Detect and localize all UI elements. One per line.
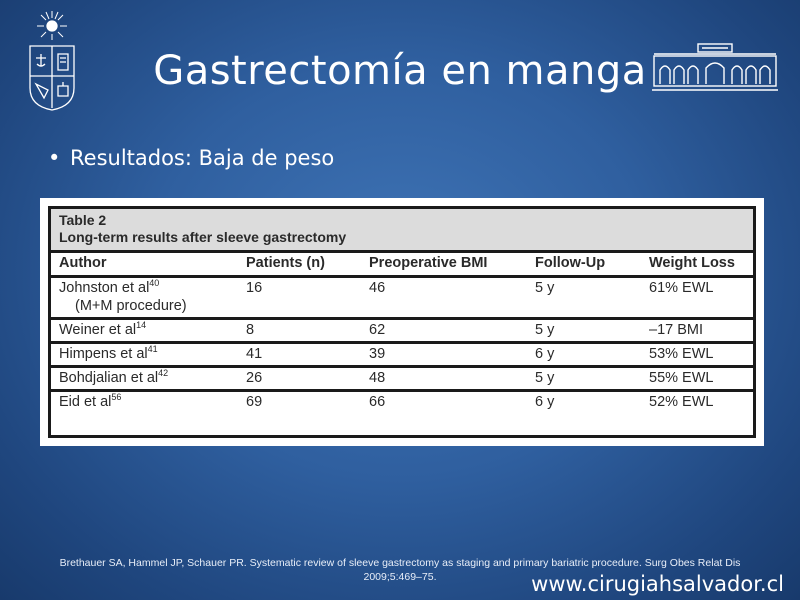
cell-bmi: 66	[369, 394, 386, 410]
cell-patients: 69	[246, 394, 263, 410]
table-row: Johnston et al40 (M+M procedure) 16 46 5…	[51, 278, 753, 320]
slide-title: Gastrectomía en manga	[153, 48, 647, 94]
table-row: Eid et al56 69 66 6 y 52% EWL	[51, 392, 753, 413]
cell-bmi: 48	[369, 370, 386, 386]
table-header-row: Author Patients (n) Preoperative BMI Fol…	[51, 253, 753, 278]
website-url: www.cirugiahsalvador.cl	[531, 572, 784, 596]
cell-patients: 16	[246, 280, 263, 296]
cell-followup: 6 y	[535, 346, 555, 362]
citation: Brethauer SA, Hammel JP, Schauer PR. Sys…	[20, 556, 780, 584]
cell-weight-loss: 55% EWL	[649, 370, 714, 386]
table-row: Himpens et al41 41 39 6 y 53% EWL	[51, 344, 753, 368]
cell-followup: 5 y	[535, 322, 555, 338]
cell-patients: 26	[246, 370, 263, 386]
table-row: Weiner et al14 8 62 5 y –17 BMI	[51, 320, 753, 344]
cell-author: Johnston et al40	[59, 278, 160, 296]
cell-bmi: 46	[369, 280, 386, 296]
cell-weight-loss: 52% EWL	[649, 394, 714, 410]
cell-author: Weiner et al14	[59, 320, 147, 338]
table-caption: Long-term results after sleeve gastrecto…	[59, 229, 347, 245]
citation-line-2: 2009;5:469–75.	[363, 571, 437, 583]
cell-author-note: (M+M procedure)	[75, 298, 187, 314]
cell-weight-loss: –17 BMI	[649, 322, 703, 338]
citation-line-1: Brethauer SA, Hammel JP, Schauer PR. Sys…	[59, 557, 741, 569]
cell-author: Bohdjalian et al42	[59, 368, 169, 386]
cell-patients: 41	[246, 346, 263, 362]
table-row: Bohdjalian et al42 26 48 5 y 55% EWL	[51, 368, 753, 392]
cell-followup: 5 y	[535, 370, 555, 386]
cell-bmi: 62	[369, 322, 386, 338]
column-header-bmi: Preoperative BMI	[369, 255, 488, 271]
cell-weight-loss: 53% EWL	[649, 346, 714, 362]
university-crest-icon	[29, 11, 75, 111]
bullet-point: • Resultados: Baja de peso	[48, 146, 334, 170]
column-header-weight-loss: Weight Loss	[649, 255, 735, 271]
results-table: Table 2 Long-term results after sleeve g…	[48, 206, 756, 438]
table-label: Table 2	[59, 212, 107, 228]
cell-weight-loss: 61% EWL	[649, 280, 714, 296]
cell-patients: 8	[246, 322, 255, 338]
column-header-followup: Follow-Up	[535, 255, 606, 271]
table-heading: Table 2 Long-term results after sleeve g…	[51, 209, 753, 253]
hospital-building-icon	[652, 43, 778, 91]
cell-author: Himpens et al41	[59, 344, 158, 362]
cell-author: Eid et al56	[59, 392, 122, 410]
cell-bmi: 39	[369, 346, 386, 362]
cell-followup: 6 y	[535, 394, 555, 410]
results-table-image: Table 2 Long-term results after sleeve g…	[40, 198, 764, 446]
cell-followup: 5 y	[535, 280, 555, 296]
bullet-dot: •	[48, 146, 61, 170]
column-header-patients: Patients (n)	[246, 255, 325, 271]
column-header-author: Author	[59, 255, 107, 271]
bullet-text: Resultados: Baja de peso	[70, 146, 335, 170]
